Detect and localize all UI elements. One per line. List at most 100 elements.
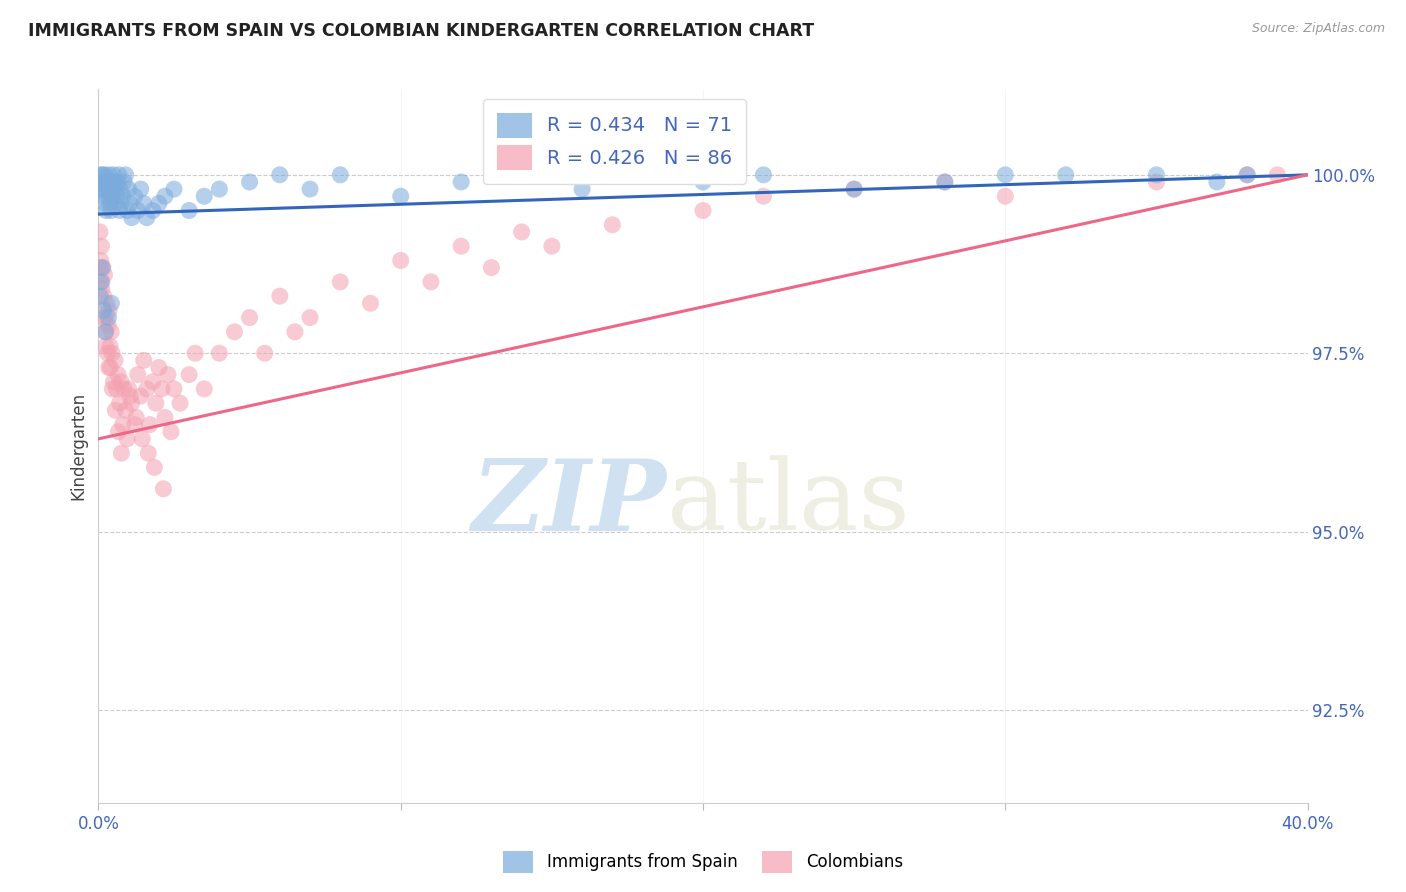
Y-axis label: Kindergarten: Kindergarten xyxy=(69,392,87,500)
Point xyxy=(139,417,162,432)
Point xyxy=(152,482,174,496)
Text: atlas: atlas xyxy=(666,455,910,551)
Point xyxy=(994,189,1017,203)
Point xyxy=(389,253,412,268)
Point xyxy=(101,346,124,360)
Point xyxy=(510,225,533,239)
Point xyxy=(224,325,246,339)
Point xyxy=(91,182,114,196)
Point xyxy=(115,432,138,446)
Point xyxy=(90,275,112,289)
Point xyxy=(131,432,153,446)
Point xyxy=(97,310,120,325)
Point xyxy=(96,182,118,196)
Point xyxy=(114,168,136,182)
Point xyxy=(142,375,165,389)
Point xyxy=(193,189,215,203)
Point xyxy=(100,296,122,310)
Point xyxy=(100,360,122,375)
Point xyxy=(108,182,131,196)
Point xyxy=(129,182,152,196)
Point xyxy=(132,353,155,368)
Point xyxy=(1146,168,1168,182)
Point xyxy=(115,203,138,218)
Point xyxy=(1236,168,1258,182)
Point xyxy=(481,260,503,275)
Point xyxy=(329,275,352,289)
Point xyxy=(125,410,148,425)
Point xyxy=(112,382,135,396)
Point xyxy=(93,268,115,282)
Point xyxy=(107,368,129,382)
Point xyxy=(90,168,112,182)
Legend: R = 0.434   N = 71, R = 0.426   N = 86: R = 0.434 N = 71, R = 0.426 N = 86 xyxy=(484,99,747,184)
Point xyxy=(934,175,956,189)
Point xyxy=(160,425,183,439)
Point xyxy=(179,203,201,218)
Text: IMMIGRANTS FROM SPAIN VS COLOMBIAN KINDERGARTEN CORRELATION CHART: IMMIGRANTS FROM SPAIN VS COLOMBIAN KINDE… xyxy=(28,22,814,40)
Point xyxy=(150,382,173,396)
Point xyxy=(111,417,134,432)
Point xyxy=(571,182,593,196)
Point xyxy=(284,325,307,339)
Point xyxy=(98,303,121,318)
Point xyxy=(90,282,112,296)
Point xyxy=(208,346,231,360)
Point xyxy=(120,389,142,403)
Point xyxy=(145,396,167,410)
Point xyxy=(110,375,132,389)
Point xyxy=(450,175,472,189)
Point xyxy=(692,203,714,218)
Point xyxy=(108,396,131,410)
Text: ZIP: ZIP xyxy=(472,455,666,551)
Point xyxy=(153,410,176,425)
Point xyxy=(121,211,143,225)
Point xyxy=(101,189,124,203)
Point xyxy=(143,460,166,475)
Point xyxy=(142,203,165,218)
Point xyxy=(132,196,155,211)
Point xyxy=(100,203,122,218)
Point xyxy=(98,339,121,353)
Point xyxy=(136,446,159,460)
Point xyxy=(105,382,128,396)
Point xyxy=(120,196,142,211)
Point xyxy=(90,260,112,275)
Point xyxy=(110,196,132,211)
Point xyxy=(100,182,122,196)
Point xyxy=(110,446,132,460)
Point xyxy=(239,310,262,325)
Point xyxy=(1206,175,1229,189)
Point xyxy=(844,182,866,196)
Point xyxy=(94,325,117,339)
Point xyxy=(101,175,124,189)
Point xyxy=(135,211,157,225)
Point xyxy=(91,168,114,182)
Point xyxy=(94,203,117,218)
Point xyxy=(360,296,382,310)
Point xyxy=(127,203,149,218)
Point xyxy=(934,175,956,189)
Point xyxy=(97,318,120,332)
Point xyxy=(107,175,129,189)
Point xyxy=(108,168,131,182)
Point xyxy=(97,189,120,203)
Point xyxy=(329,168,352,182)
Point xyxy=(148,360,170,375)
Point xyxy=(104,353,127,368)
Point xyxy=(994,168,1017,182)
Point xyxy=(1236,168,1258,182)
Point xyxy=(93,303,115,318)
Point xyxy=(105,189,128,203)
Point xyxy=(844,182,866,196)
Point xyxy=(752,189,775,203)
Point xyxy=(299,182,322,196)
Point xyxy=(91,275,114,289)
Point xyxy=(94,168,117,182)
Point xyxy=(752,168,775,182)
Point xyxy=(121,396,143,410)
Point xyxy=(163,182,186,196)
Point xyxy=(127,368,149,382)
Point xyxy=(96,346,118,360)
Point xyxy=(89,289,111,303)
